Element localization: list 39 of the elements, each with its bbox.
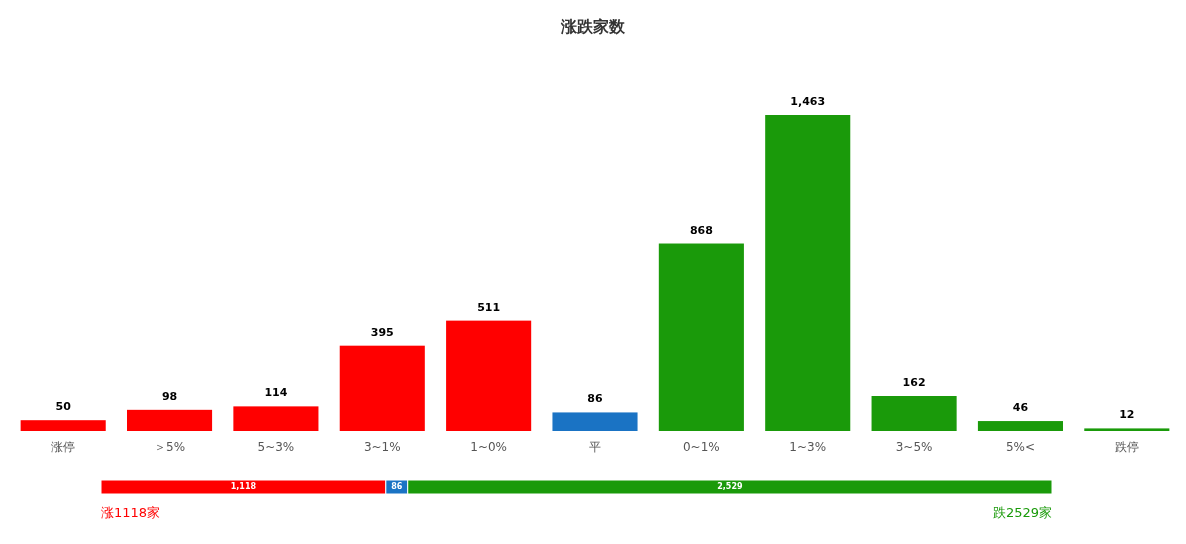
data-label: 1,463 <box>790 95 826 108</box>
x-tick-label: ＞5% <box>154 440 186 454</box>
bar <box>1084 428 1170 431</box>
data-label: 1,118 <box>230 482 257 491</box>
x-tick-label: 5%< <box>1005 440 1035 454</box>
bar <box>446 320 532 431</box>
data-label: 50 <box>55 400 72 414</box>
data-label: 162 <box>902 376 926 390</box>
data-label: 46 <box>1012 401 1029 415</box>
bar <box>552 412 638 431</box>
x-tick-label: 平 <box>589 440 601 454</box>
x-tick-label: 涨停 <box>51 440 76 454</box>
bar <box>658 243 744 431</box>
chart-title: 涨跌家数 <box>560 17 626 36</box>
bar <box>20 420 106 431</box>
data-label: 395 <box>370 325 394 339</box>
x-tick-label: 跌停 <box>1114 440 1139 454</box>
data-label: 98 <box>161 389 178 403</box>
x-tick-label: 5~3% <box>257 440 295 454</box>
data-label: 2,529 <box>717 482 743 491</box>
x-tick-label: 1~3% <box>789 440 827 454</box>
data-label: 114 <box>264 386 288 400</box>
bar <box>233 406 319 431</box>
data-label: 86 <box>587 392 603 406</box>
bar <box>871 396 957 431</box>
text: 涨1118家 <box>101 505 161 520</box>
x-tick-label: 0~1% <box>683 440 720 454</box>
x-tick-label: 3~5% <box>895 440 933 454</box>
bar <box>765 115 851 431</box>
text: 跌2529家 <box>992 505 1052 520</box>
x-tick-label: 1~0% <box>470 440 507 454</box>
bar <box>127 409 213 431</box>
x-tick-label: 3~1% <box>363 440 401 454</box>
data-label: 868 <box>689 223 713 237</box>
data-label: 86 <box>391 482 403 491</box>
bar <box>977 421 1063 431</box>
bar <box>339 345 425 431</box>
data-label: 12 <box>1119 408 1135 422</box>
data-label: 511 <box>477 300 501 314</box>
